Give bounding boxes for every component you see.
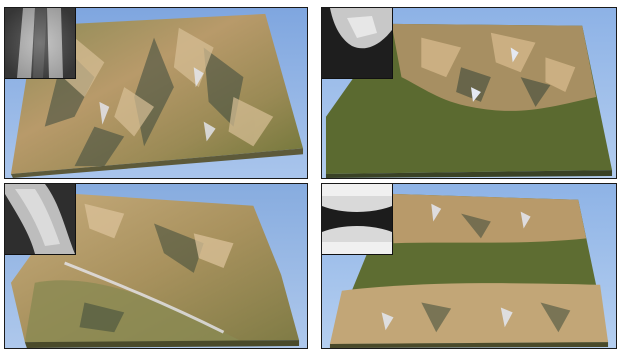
terrain-panel-top-right [321, 7, 617, 179]
heightmap-inset [5, 184, 76, 255]
heightmap-inset [322, 8, 393, 79]
terrain-panel-bottom-left [4, 183, 308, 349]
heightmap-inset [322, 184, 393, 255]
terrain-scene [5, 184, 307, 348]
terrain-panel-top-left [4, 7, 308, 179]
heightmap-inset [5, 8, 76, 79]
terrain-scene [5, 8, 307, 178]
terrain-panel-bottom-right [321, 183, 617, 349]
